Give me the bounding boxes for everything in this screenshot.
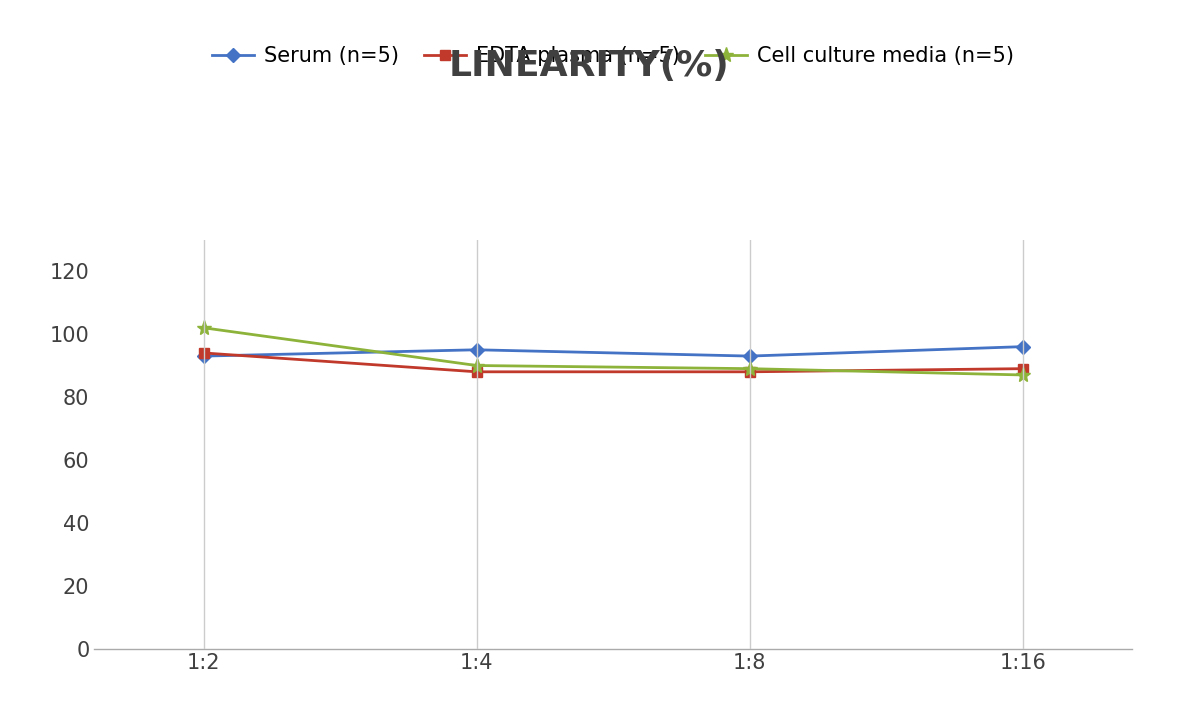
EDTA plasma (n=5) — [469, 367, 483, 376]
Cell culture media (n=5) — [469, 361, 483, 369]
Line: EDTA plasma (n=5): EDTA plasma (n=5) — [199, 348, 1027, 376]
EDTA plasma (n=5) — [197, 349, 211, 357]
Serum (n=5) — [469, 345, 483, 354]
Serum (n=5) — [197, 352, 211, 360]
Line: Cell culture media (n=5): Cell culture media (n=5) — [196, 320, 1030, 383]
Cell culture media (n=5) — [1015, 371, 1029, 379]
Serum (n=5) — [743, 352, 757, 360]
EDTA plasma (n=5) — [1015, 364, 1029, 373]
EDTA plasma (n=5) — [743, 367, 757, 376]
Text: LINEARITY(%): LINEARITY(%) — [449, 49, 730, 83]
Cell culture media (n=5) — [743, 364, 757, 373]
Cell culture media (n=5) — [197, 324, 211, 332]
Line: Serum (n=5): Serum (n=5) — [199, 342, 1027, 361]
Legend: Serum (n=5), EDTA plasma (n=5), Cell culture media (n=5): Serum (n=5), EDTA plasma (n=5), Cell cul… — [204, 37, 1022, 74]
Serum (n=5) — [1015, 343, 1029, 351]
